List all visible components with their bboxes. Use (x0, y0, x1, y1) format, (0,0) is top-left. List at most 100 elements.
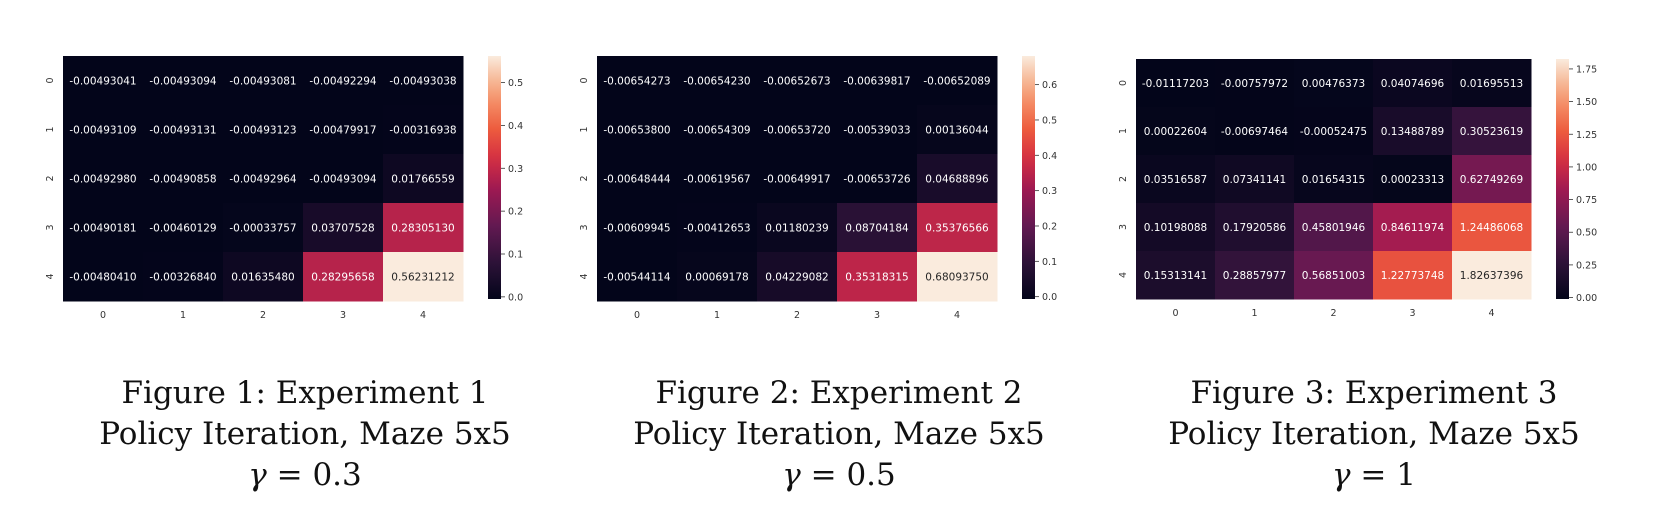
heatmap-cell-r0-c2 (223, 56, 304, 106)
cell-label-r4-c3: 1.22773748 (1381, 270, 1444, 282)
heatmap-cell-r4-c4 (917, 252, 998, 302)
heatmap-cell-r0-c1 (1215, 59, 1295, 108)
caption-line-1: Figure 1: Experiment 1 (121, 375, 489, 411)
heatmap-cell-r4-c2 (757, 252, 838, 302)
heatmap-cell-r1-c1 (143, 105, 224, 155)
x-tick-label-2: 2 (1330, 308, 1336, 319)
x-tick-label-3: 3 (1409, 308, 1415, 319)
cell-label-r0-c4: 0.01695513 (1460, 78, 1523, 90)
y-tick-label-3: 3 (579, 224, 590, 230)
y-tick-label-2: 2 (579, 175, 590, 181)
x-tick-label-3: 3 (874, 310, 880, 321)
heatmap-cell-r3-c1 (677, 203, 758, 253)
y-tick-label-2: 2 (1118, 176, 1129, 182)
cell-label-r4-c3: 0.28295658 (311, 272, 374, 284)
colorbar-tick-label-2: 0.2 (1042, 221, 1057, 232)
heatmap-cell-r4-c3 (837, 252, 918, 302)
heatmap-cell-r4-c1 (1215, 251, 1295, 300)
y-tick-label-1: 1 (579, 126, 590, 132)
heatmap-cell-r1-c1 (677, 105, 758, 155)
cell-label-r1-c1: -0.00697464 (1221, 126, 1289, 138)
caption-gamma: γ = 0.3 (35, 455, 575, 496)
heatmap-cell-r3-c3 (837, 203, 918, 253)
y-tick-label-4: 4 (579, 273, 590, 279)
heatmap-cell-r1-c2 (1294, 107, 1374, 156)
heatmap-cell-r4-c3 (303, 252, 384, 302)
heatmap-cell-r2-c3 (837, 154, 918, 204)
cell-label-r2-c3: 0.00023313 (1381, 174, 1444, 186)
figure-1-panel: -0.00493041 -0.00493094 -0.00493081 -0.0049… (35, 0, 575, 530)
heatmap-cell-r2-c4 (383, 154, 464, 204)
colorbar-tick-label-3: 0.75 (1576, 195, 1597, 206)
cell-label-r0-c2: -0.00652673 (763, 76, 830, 88)
colorbar-tick-label-0: 0.0 (1042, 292, 1057, 303)
cell-label-r2-c1: -0.00490858 (149, 174, 216, 186)
cell-label-r4-c1: 0.28857977 (1223, 270, 1286, 282)
heatmap-cell-r4-c4 (1452, 251, 1532, 300)
heatmap-cell-r3-c2 (223, 203, 304, 253)
colorbar (1022, 56, 1035, 299)
figure-2-caption: Figure 2: Experiment 2 Policy Iteration,… (569, 373, 1109, 496)
cell-label-r3-c2: 0.01180239 (765, 223, 828, 235)
heatmap-cell-r2-c3 (1373, 155, 1453, 204)
colorbar-tick-label-2: 0.2 (508, 207, 523, 218)
cell-label-r0-c3: -0.00492294 (309, 76, 377, 88)
heatmap-cell-r4-c0 (63, 252, 144, 302)
heatmap-cell-r2-c0 (63, 154, 144, 204)
heatmap-cell-r3-c2 (1294, 203, 1374, 252)
cell-label-r4-c0: 0.15313141 (1144, 270, 1207, 282)
cell-label-r4-c1: -0.00326840 (149, 272, 216, 284)
caption-line-2: Policy Iteration, Maze 5x5 (99, 416, 511, 452)
cell-label-r3-c2: 0.45801946 (1302, 222, 1366, 234)
heatmap-figure-1: -0.00493041 -0.00493094 -0.00493081 -0.0049… (45, 56, 523, 321)
cell-label-r1-c4: -0.00316938 (389, 125, 456, 137)
x-tick-label-1: 1 (714, 310, 720, 321)
heatmap-cell-r1-c1 (1215, 107, 1295, 156)
cell-label-r4-c2: 0.56851003 (1302, 270, 1365, 282)
cell-label-r0-c4: -0.00493038 (389, 76, 456, 88)
colorbar-tick-label-1: 0.1 (508, 250, 523, 261)
heatmap-cell-r4-c2 (223, 252, 304, 302)
heatmap-cell-r3-c4 (1452, 203, 1532, 252)
heatmap-cell-r2-c0 (597, 154, 678, 204)
cell-label-r4-c3: 0.35318315 (845, 272, 908, 284)
cell-label-r1-c2: -0.00493123 (229, 125, 296, 137)
cell-label-r2-c0: -0.00648444 (603, 174, 671, 186)
caption-line-1: Figure 3: Experiment 3 (1190, 375, 1558, 411)
cell-label-r2-c2: 0.01654315 (1302, 174, 1365, 186)
colorbar-tick-label-3: 0.3 (1042, 186, 1057, 197)
cell-label-r0-c1: -0.00493094 (149, 76, 217, 88)
y-tick-label-1: 1 (1118, 128, 1129, 134)
colorbar-tick-label-4: 0.4 (508, 121, 523, 132)
x-tick-label-0: 0 (100, 310, 106, 321)
heatmap-cell-r4-c1 (143, 252, 224, 302)
heatmap-cell-r2-c4 (917, 154, 998, 204)
cell-label-r3-c4: 0.35376566 (925, 223, 989, 235)
heatmap-cell-r2-c3 (303, 154, 384, 204)
cell-label-r2-c2: -0.00492964 (229, 174, 297, 186)
cell-label-r1-c3: -0.00479917 (309, 125, 376, 137)
heatmap-cell-r1-c3 (837, 105, 918, 155)
cell-label-r2-c1: 0.07341141 (1223, 174, 1286, 186)
y-tick-label-0: 0 (45, 77, 56, 83)
heatmap-cell-r3-c3 (1373, 203, 1453, 252)
cell-label-r0-c3: -0.00639817 (843, 76, 910, 88)
heatmap-cell-r1-c2 (223, 105, 304, 155)
cell-label-r3-c0: -0.00609945 (603, 223, 670, 235)
heatmap-cell-r3-c4 (917, 203, 998, 253)
heatmap-cell-r3-c3 (303, 203, 384, 253)
y-tick-label-4: 4 (45, 273, 56, 279)
colorbar (488, 56, 501, 299)
cell-label-r0-c3: 0.04074696 (1381, 78, 1445, 90)
cell-label-r0-c0: -0.01117203 (1142, 78, 1209, 90)
heatmap-cell-r2-c1 (677, 154, 758, 204)
gamma-symbol: γ (782, 457, 801, 493)
heatmap-cell-r0-c3 (837, 56, 918, 106)
heatmap-figure-2: -0.00654273 -0.00654230 -0.00652673 -0.0063… (579, 56, 1057, 321)
heatmap-cell-r1-c3 (1373, 107, 1453, 156)
cell-label-r2-c0: 0.03516587 (1144, 174, 1207, 186)
heatmap-cell-r4-c3 (1373, 251, 1453, 300)
cell-label-r2-c3: -0.00653726 (843, 174, 911, 186)
x-tick-label-0: 0 (1172, 308, 1178, 319)
heatmap-cell-r3-c0 (1136, 203, 1216, 252)
